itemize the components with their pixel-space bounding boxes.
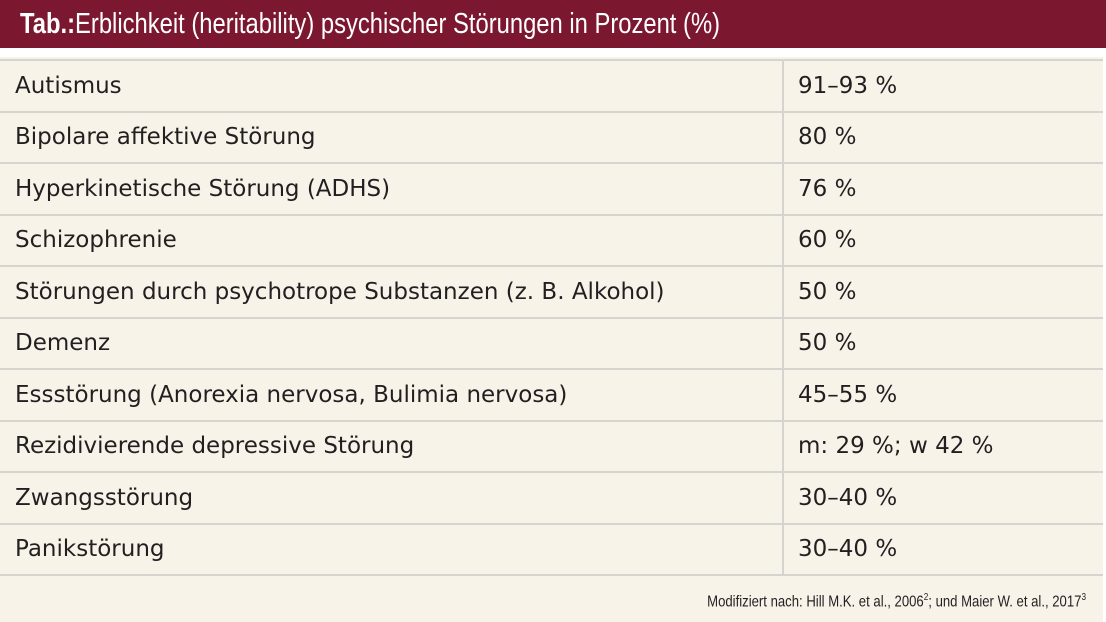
table-row: Panikstörung 30–40 % (0, 523, 1103, 575)
heritability-value: 80 % (782, 111, 1103, 163)
heritability-value: 50 % (782, 317, 1103, 369)
table-row: Schizophrenie 60 % (0, 214, 1103, 266)
disorder-label: Zwangsstörung (15, 484, 194, 511)
source-footnote: Modifiziert nach: Hill M.K. et al., 2006… (707, 592, 1086, 611)
table-row: Störungen durch psychotrope Substanzen (… (0, 266, 1103, 318)
title-prefix: Tab.: (20, 8, 76, 40)
footnote-ref-1: 2 (923, 592, 929, 603)
heritability-value: 30–40 % (782, 523, 1103, 575)
table-row: Zwangsstörung 30–40 % (0, 472, 1103, 524)
footnote-text-2: ; und Maier W. et al., 2017 (928, 593, 1082, 611)
heritability-value: 60 % (782, 214, 1103, 266)
table-row: Autismus 91–93 % (0, 60, 1103, 112)
disorder-label: Störungen durch psychotrope Substanzen (… (15, 278, 665, 305)
disorder-label: Panikstörung (15, 536, 165, 563)
disorder-label: Autismus (15, 72, 122, 99)
title-text: Erblichkeit (heritability) psychischer S… (75, 8, 721, 40)
table-row: Essstörung (Anorexia nervosa, Bulimia ne… (0, 369, 1103, 421)
disorder-label: Demenz (15, 330, 111, 357)
table-row: Bipolare affektive Störung 80 % (0, 111, 1103, 163)
table-title: Tab.: Erblichkeit (heritability) psychis… (0, 0, 1106, 48)
disorder-label: Schizophrenie (15, 227, 177, 254)
table-row: Rezidivierende depressive Störung m: 29 %… (0, 420, 1103, 472)
table-row: Demenz 50 % (0, 317, 1103, 369)
heritability-value: 30–40 % (782, 472, 1103, 524)
disorder-label: Rezidivierende depressive Störung (15, 433, 415, 460)
footnote-text-1: Modifiziert nach: Hill M.K. et al., 2006 (707, 593, 924, 611)
disorder-label: Essstörung (Anorexia nervosa, Bulimia ne… (15, 381, 568, 408)
heritability-value: 45–55 % (782, 369, 1103, 421)
heritability-value: 76 % (782, 163, 1103, 215)
disorder-label: Hyperkinetische Störung (ADHS) (15, 175, 391, 202)
heritability-value: 91–93 % (782, 60, 1103, 112)
heritability-value: 50 % (782, 266, 1103, 318)
heritability-table: Autismus 91–93 % Bipolare affektive Störun… (0, 59, 1103, 576)
footnote-ref-2: 3 (1081, 592, 1086, 603)
heritability-value: m: 29 %; w 42 % (782, 420, 1103, 472)
disorder-label: Bipolare affektive Störung (15, 124, 316, 151)
table-row: Hyperkinetische Störung (ADHS) 76 % (0, 163, 1103, 215)
